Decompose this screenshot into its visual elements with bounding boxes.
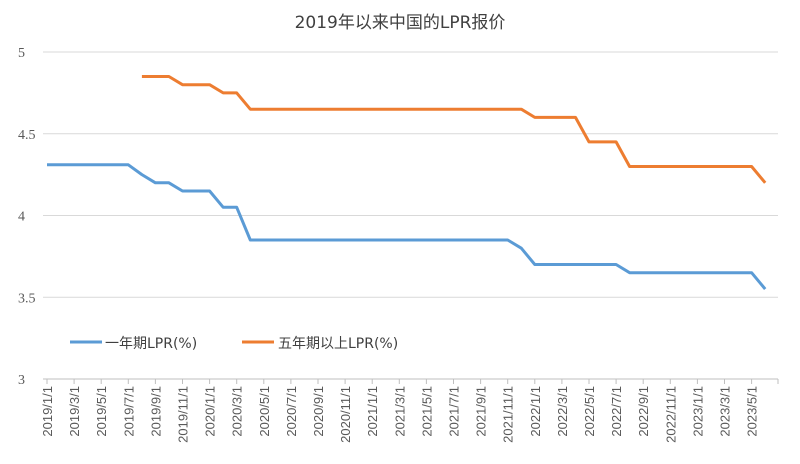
x-tick-label: 2023/1/1 [690, 386, 705, 437]
x-tick-label: 2019/1/1 [40, 386, 55, 437]
legend-label-five-year: 五年期以上LPR(%) [278, 336, 398, 352]
x-tick-label: 2019/7/1 [121, 386, 136, 437]
x-tick-label: 2021/1/1 [365, 386, 380, 437]
x-tick-label: 2022/5/1 [582, 386, 597, 437]
x-tick-label: 2021/9/1 [474, 386, 489, 437]
x-tick-label: 2020/7/1 [284, 386, 299, 437]
x-tick-label: 2021/7/1 [447, 386, 462, 437]
legend: 一年期LPR(%) 五年期以上LPR(%) [70, 336, 398, 352]
x-tick-label: 2022/9/1 [636, 386, 651, 437]
x-tick-label: 2020/1/1 [203, 386, 218, 437]
x-tick-label: 2019/11/1 [176, 386, 191, 443]
x-tick-label: 2020/11/1 [338, 386, 353, 443]
x-tick-label: 2020/9/1 [311, 386, 326, 437]
x-tick-label: 2019/3/1 [67, 386, 82, 437]
y-tick-label: 4 [18, 210, 25, 225]
x-tick-label: 2020/5/1 [257, 386, 272, 437]
y-tick-label: 4.5 [18, 128, 36, 143]
series-line-one-year [47, 163, 767, 291]
chart-title: 2019年以来中国的LPR报价 [295, 13, 506, 33]
x-tick-label: 2023/3/1 [718, 386, 733, 437]
series-line-five-year [141, 75, 767, 184]
x-tick-label: 2022/3/1 [555, 386, 570, 437]
legend-label-one-year: 一年期LPR(%) [105, 336, 197, 352]
x-tick-label: 2022/11/1 [663, 386, 678, 443]
y-tick-label: 3 [18, 373, 25, 388]
x-tick-label: 2020/3/1 [230, 386, 245, 437]
y-tick-label: 5 [18, 46, 25, 61]
x-tick-label: 2019/9/1 [148, 386, 163, 437]
x-tick-label: 2022/1/1 [528, 386, 543, 437]
x-tick-label: 2021/11/1 [501, 386, 516, 443]
y-tick-label: 3.5 [18, 291, 36, 306]
x-tick-label: 2021/3/1 [392, 386, 407, 437]
x-tick-label: 2022/7/1 [609, 386, 624, 437]
x-tick-label: 2021/5/1 [419, 386, 434, 437]
x-tick-label: 2023/5/1 [745, 386, 760, 437]
x-tick-label: 2019/5/1 [94, 386, 109, 437]
